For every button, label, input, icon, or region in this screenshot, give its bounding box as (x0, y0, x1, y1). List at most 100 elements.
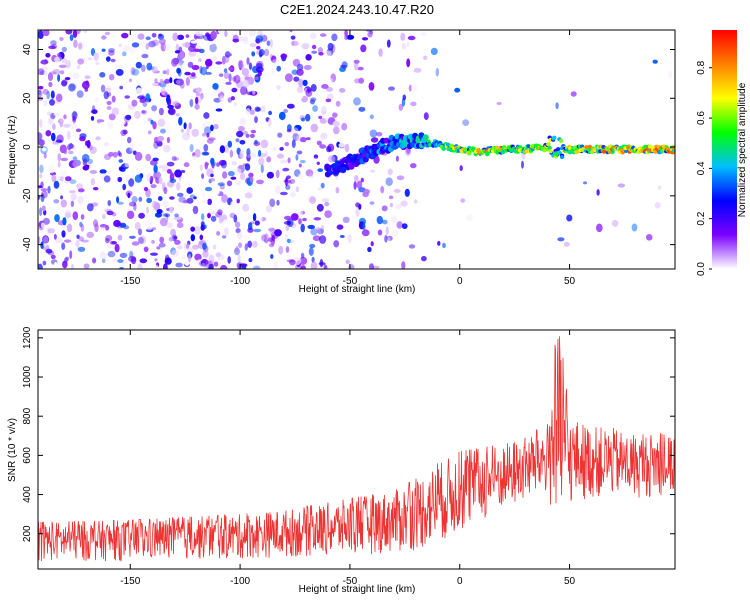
spectrogram-cell (64, 209, 72, 218)
spectrogram-cell (209, 43, 217, 53)
spectrogram-cell (46, 111, 53, 116)
spectrogram-cell (159, 78, 164, 85)
spectrogram-cell (249, 109, 255, 115)
spectrogram-cell (230, 200, 236, 210)
spectrogram-cell (369, 30, 374, 35)
spectrogram-cell (400, 32, 406, 41)
spectrogram-cell (247, 91, 253, 96)
spectrogram-cell (130, 67, 136, 76)
spectrogram-cell (105, 56, 111, 62)
spectrogram-cell (79, 136, 86, 142)
spectrogram-cell (222, 171, 228, 179)
spectrogram-cell (40, 222, 46, 228)
spectrogram-cell (106, 239, 112, 249)
spectrogram-cell (236, 130, 244, 138)
spectrogram-cell (232, 38, 240, 43)
spectrogram-cell (62, 217, 67, 226)
snr-y-tick-label: 200 (22, 525, 33, 542)
spectrogram-cell (388, 195, 394, 200)
spectrogram-cell (324, 210, 332, 219)
spectrogram-cell (271, 68, 276, 75)
spectrogram-cell (67, 130, 71, 140)
spectrogram-cell (116, 64, 124, 70)
spectrogram-cell (143, 186, 149, 192)
spectrogram-cell (249, 42, 257, 47)
spectrogram-cell (203, 144, 209, 152)
spectrogram-cell (134, 221, 141, 231)
snr-y-tick-label: 600 (22, 447, 33, 464)
spectrogram-cell (369, 204, 377, 208)
spectrogram-cell (143, 246, 149, 253)
spectrogram-cell (258, 213, 263, 223)
spectrogram-cell (309, 196, 316, 204)
spectrogram-cell (101, 35, 107, 40)
spectrogram-cell (261, 41, 267, 46)
spectrogram-cell (50, 40, 57, 46)
spectrogram-cell (380, 185, 385, 194)
spectrogram-cell (267, 118, 272, 127)
spectrogram-ridge-cell (348, 163, 355, 170)
spectrogram-cell (366, 139, 370, 143)
spectrogram-cell (219, 84, 225, 89)
spectrogram-cell (260, 253, 267, 259)
spectrogram-cell (84, 140, 89, 146)
spectrogram-ridge-cell (485, 152, 490, 157)
spectrogram-cell (42, 88, 49, 95)
spectrogram-cell (617, 183, 625, 188)
spectrogram-cell (107, 121, 114, 130)
spectrogram-cell (285, 177, 288, 187)
spectrogram-cell (63, 114, 67, 120)
spectrogram-cell (39, 173, 43, 179)
spectrogram-cell (150, 184, 157, 189)
spectrogram-cell (345, 259, 350, 265)
spectrogram-cell (146, 197, 153, 204)
spectrogram-cell (377, 229, 383, 236)
spectrogram-x-tick-label: -50 (343, 276, 358, 287)
spectrogram-cell (454, 87, 461, 93)
spectrogram-cell (302, 79, 308, 87)
spectrogram-cell (127, 136, 132, 144)
spectrogram-cell (437, 240, 441, 246)
spectrogram-cell (291, 40, 299, 47)
spectrogram-cell (235, 245, 239, 253)
spectrogram-cell (42, 235, 50, 244)
spectrogram-cell (69, 250, 73, 259)
spectrogram-cell (43, 70, 48, 76)
spectrogram-cell (151, 39, 160, 47)
spectrogram-cell (204, 118, 211, 124)
spectrogram-cell (137, 143, 142, 148)
spectrogram-cell (298, 78, 304, 88)
spectrogram-cell (216, 162, 220, 167)
spectrogram-cell (45, 248, 53, 254)
spectrogram-cell (319, 144, 327, 149)
spectrogram-cell (303, 64, 312, 71)
snr-x-tick-label: 50 (564, 576, 576, 587)
spectrogram-cell (191, 128, 199, 137)
spectrogram-cell (318, 115, 323, 120)
spectrogram-cell (49, 99, 55, 106)
spectrogram-cell (68, 83, 76, 92)
spectrogram-ridge-cell (601, 149, 607, 154)
spectrogram-cell (169, 206, 174, 214)
spectrogram-cell (122, 129, 128, 135)
spectrogram-cell (382, 219, 388, 225)
spectrogram-cell (310, 97, 317, 102)
spectrogram-cell (42, 47, 47, 52)
spectrogram-cell (137, 33, 145, 40)
spectrogram-cell (92, 60, 97, 64)
spectrogram-cell (166, 161, 175, 167)
spectrogram-ridge-cell (445, 142, 451, 147)
spectrogram-cell (131, 42, 140, 48)
spectrogram-cell (217, 209, 223, 216)
spectrogram-cell (93, 52, 99, 61)
spectrogram-cell (166, 136, 170, 144)
spectrogram-cell (408, 244, 416, 249)
spectrogram-cell (324, 201, 330, 207)
spectrogram-ridge-cell (463, 147, 468, 152)
spectrogram-cell (109, 241, 117, 245)
spectrogram-ridge-cell (546, 142, 551, 147)
spectrogram-cell (92, 257, 97, 264)
spectrogram-cell (77, 188, 85, 193)
spectrogram-cell (60, 199, 67, 208)
spectrogram-cell (213, 261, 219, 267)
